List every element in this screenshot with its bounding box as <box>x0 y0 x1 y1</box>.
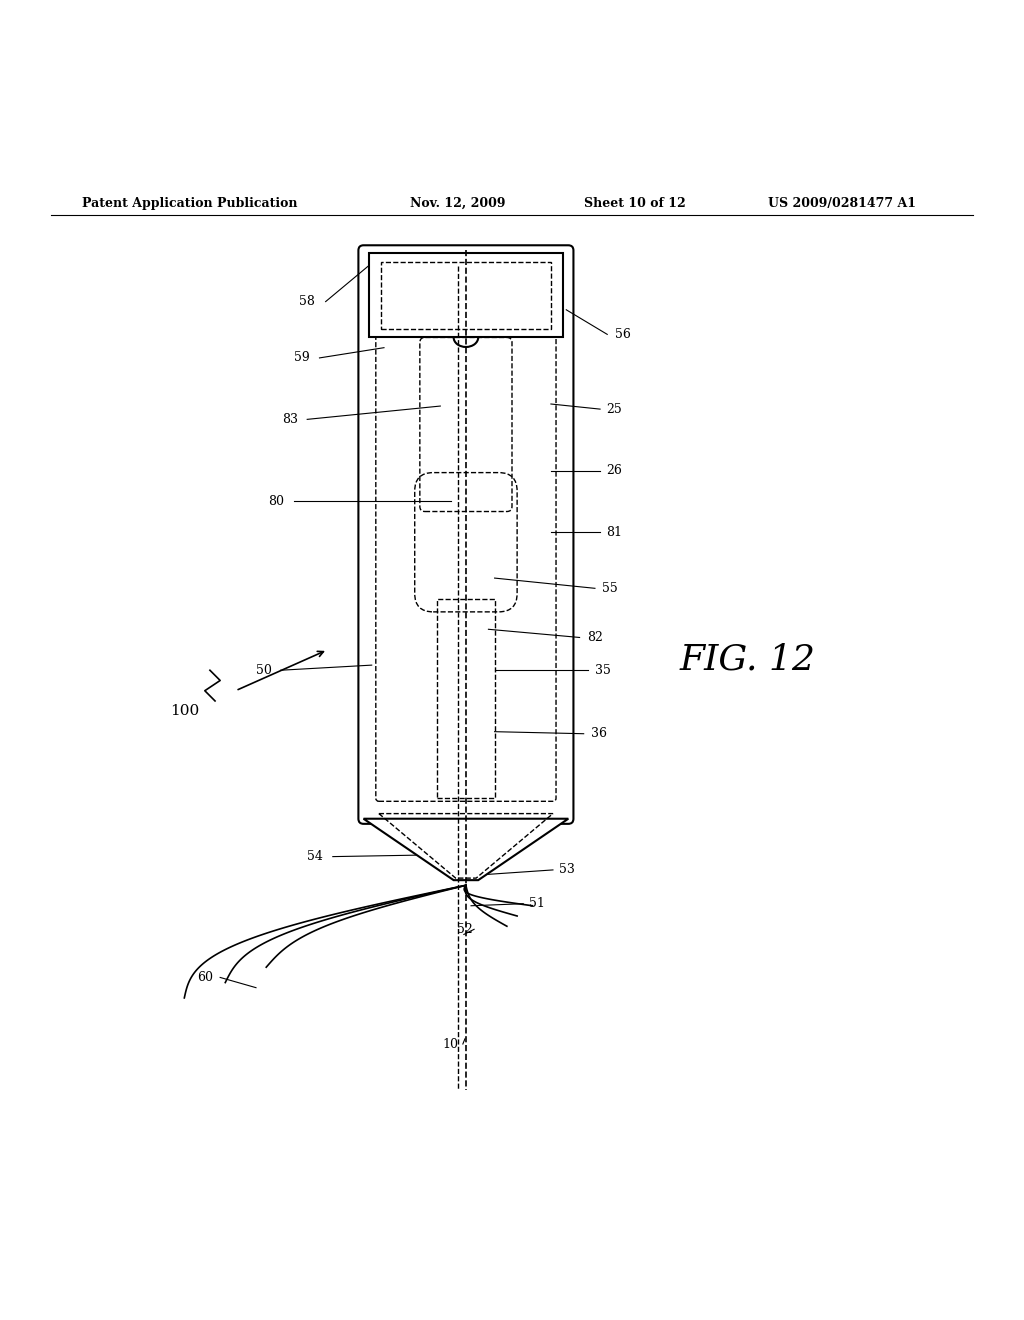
Text: Sheet 10 of 12: Sheet 10 of 12 <box>584 197 685 210</box>
Text: 82: 82 <box>587 631 603 644</box>
Text: Patent Application Publication: Patent Application Publication <box>82 197 297 210</box>
Text: 10: 10 <box>442 1038 459 1051</box>
Text: 50: 50 <box>256 664 272 677</box>
Text: 26: 26 <box>606 465 623 477</box>
Bar <box>381 261 551 329</box>
Text: 52: 52 <box>457 923 473 936</box>
Text: 100: 100 <box>170 704 199 718</box>
Text: Nov. 12, 2009: Nov. 12, 2009 <box>410 197 505 210</box>
Text: 54: 54 <box>307 850 324 863</box>
Text: FIG. 12: FIG. 12 <box>680 643 815 677</box>
Text: 35: 35 <box>595 664 611 677</box>
Text: 81: 81 <box>606 525 623 539</box>
Text: 25: 25 <box>606 403 623 416</box>
Text: 55: 55 <box>602 582 618 595</box>
Text: 53: 53 <box>559 863 575 876</box>
Text: 51: 51 <box>528 898 545 911</box>
Text: 56: 56 <box>614 327 631 341</box>
Text: 59: 59 <box>294 351 310 364</box>
Bar <box>369 253 563 338</box>
Text: 83: 83 <box>282 413 298 426</box>
Text: 36: 36 <box>591 727 607 741</box>
Bar <box>437 598 495 799</box>
Text: 80: 80 <box>268 495 285 508</box>
Polygon shape <box>364 818 568 880</box>
Text: 58: 58 <box>299 296 315 308</box>
Text: 60: 60 <box>197 972 213 983</box>
Text: US 2009/0281477 A1: US 2009/0281477 A1 <box>768 197 916 210</box>
